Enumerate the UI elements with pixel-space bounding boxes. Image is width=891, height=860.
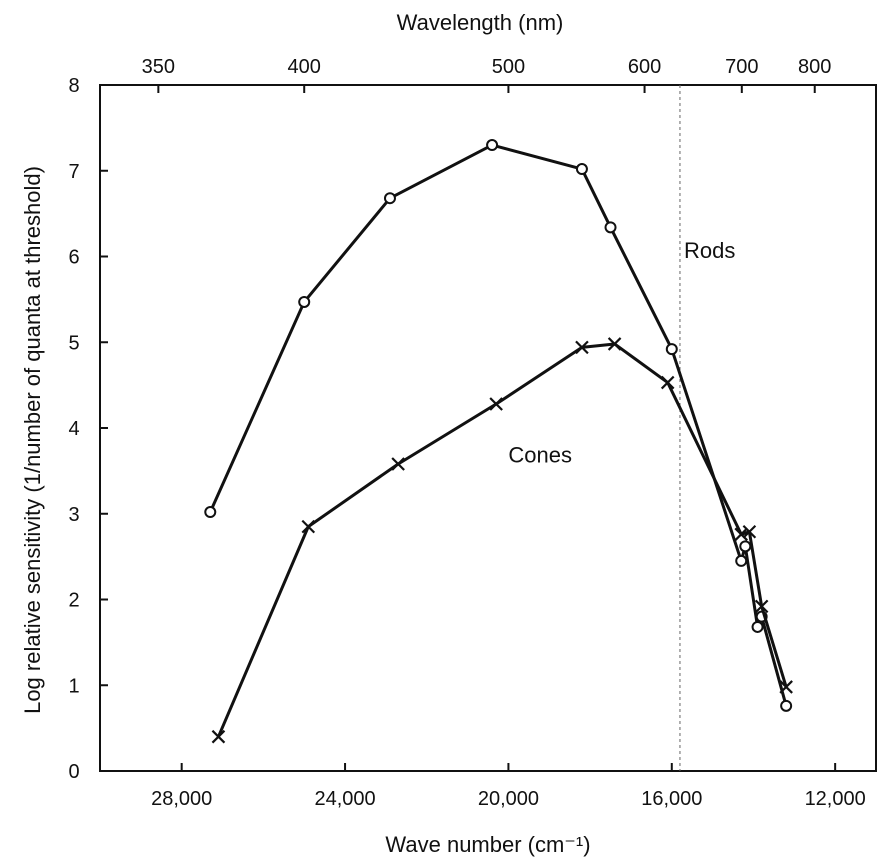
- x-tick-label: 28,000: [151, 788, 212, 810]
- top-x-tick-label: 350: [142, 56, 175, 78]
- data-point: [391, 457, 405, 471]
- y-tick-label: 7: [68, 161, 79, 183]
- series-line: [208, 143, 788, 707]
- data-point: [607, 337, 622, 351]
- series-layer: [204, 139, 793, 744]
- x-marker-stroke: [489, 397, 503, 411]
- top-axis-title: Wavelength (nm): [397, 10, 564, 35]
- x-marker-stroke: [779, 680, 793, 694]
- y-axis-title: Log relative sensitivity (1/number of qu…: [20, 166, 45, 714]
- y-tick-label: 8: [68, 75, 79, 97]
- y-tick-label: 1: [68, 675, 79, 697]
- data-point: [734, 527, 748, 542]
- x-marker-stroke: [575, 340, 589, 355]
- top-x-tick-label: 400: [288, 56, 321, 78]
- y-tick-label: 3: [68, 504, 79, 526]
- data-point: [301, 519, 316, 534]
- top-x-tick-label: 700: [725, 56, 758, 78]
- y-tick-label: 6: [68, 247, 79, 269]
- y-tick-label: 4: [68, 418, 79, 440]
- data-point: [383, 192, 396, 205]
- y-tick-label: 5: [68, 332, 79, 354]
- top-x-tick-label: 800: [798, 56, 831, 78]
- x-marker-stroke: [301, 519, 316, 534]
- x-tick-label: 12,000: [805, 788, 866, 810]
- data-point: [575, 340, 589, 355]
- x-tick-label: 24,000: [314, 788, 375, 810]
- series-rods: [204, 139, 793, 712]
- plot-frame: [99, 84, 877, 772]
- data-point: [739, 540, 752, 553]
- data-point: [754, 599, 769, 614]
- data-point: [204, 506, 217, 519]
- data-point: [665, 343, 678, 356]
- x-marker-stroke: [734, 527, 748, 542]
- x-marker-stroke: [742, 524, 757, 539]
- data-point: [604, 221, 617, 234]
- data-point: [489, 397, 503, 411]
- data-point: [742, 524, 757, 539]
- data-point: [486, 139, 499, 152]
- data-point: [751, 620, 764, 633]
- x-marker-stroke: [754, 599, 769, 614]
- x-marker-stroke: [660, 375, 675, 390]
- x-marker-stroke: [391, 457, 405, 471]
- top-x-tick-label: 600: [628, 56, 661, 78]
- annotation-layer: Rods Cones: [508, 238, 735, 467]
- data-point: [211, 729, 226, 744]
- data-point: [298, 295, 311, 308]
- data-point: [735, 554, 748, 567]
- y-tick-label: 0: [68, 761, 79, 783]
- x-marker-stroke: [211, 729, 226, 744]
- data-point: [575, 163, 588, 176]
- y-tick-label: 2: [68, 590, 79, 612]
- x-marker-stroke: [607, 337, 622, 351]
- series-line: [217, 342, 788, 738]
- ticks-layer: 28,000 24,000 20,000 16,000 12,000 0 1 2 3 4 5 6 7 8 3…: [68, 56, 865, 810]
- annotation-rods: Rods: [684, 238, 735, 263]
- top-x-tick-label: 500: [492, 56, 525, 78]
- data-point: [780, 699, 793, 712]
- plot-area-border: [99, 84, 877, 772]
- annotation-cones: Cones: [508, 442, 572, 467]
- x-axis-title: Wave number (cm⁻¹): [385, 832, 590, 857]
- x-tick-label: 16,000: [641, 788, 702, 810]
- x-tick-label: 20,000: [478, 788, 539, 810]
- series-cones: [211, 337, 793, 744]
- data-point: [660, 375, 675, 390]
- data-point: [779, 680, 793, 694]
